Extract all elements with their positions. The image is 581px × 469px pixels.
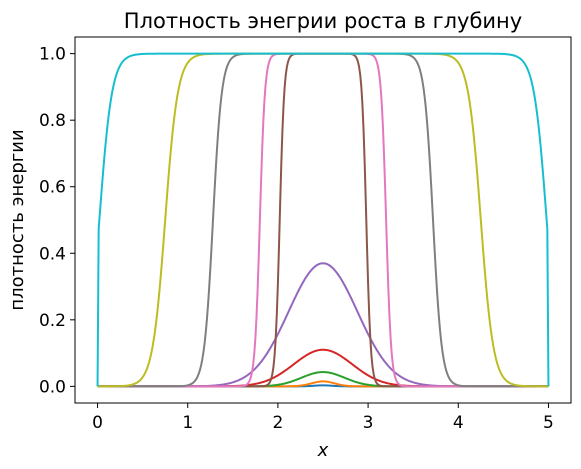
y-tick-label: 0.6	[39, 178, 66, 198]
series-line-10	[96, 52, 550, 387]
y-tick-label: 0.2	[39, 311, 66, 331]
x-tick-label: 1	[182, 413, 193, 433]
x-tick-label: 0	[92, 413, 103, 433]
series-layer	[96, 52, 550, 388]
y-axis-label: плотность энергии	[7, 129, 28, 310]
y-tick-label: 0.8	[39, 111, 66, 131]
x-tick-label: 4	[453, 413, 464, 433]
y-tick-label: 0.4	[39, 244, 66, 264]
x-tick-label: 2	[272, 413, 283, 433]
plot-frame	[74, 36, 572, 404]
x-axis-label: x	[317, 440, 329, 461]
y-axis-ticks: 0.0 0.2 0.4 0.6 0.8 1.0	[39, 45, 75, 397]
y-tick-label: 1.0	[39, 45, 66, 65]
x-tick-label: 5	[543, 413, 554, 433]
y-tick-label: 0.0	[39, 377, 66, 397]
chart-title: Плотность энегрии роста в глубину	[124, 9, 522, 33]
x-axis-ticks: 0 1 2 3 4 5	[92, 403, 554, 433]
x-tick-label: 3	[363, 413, 374, 433]
